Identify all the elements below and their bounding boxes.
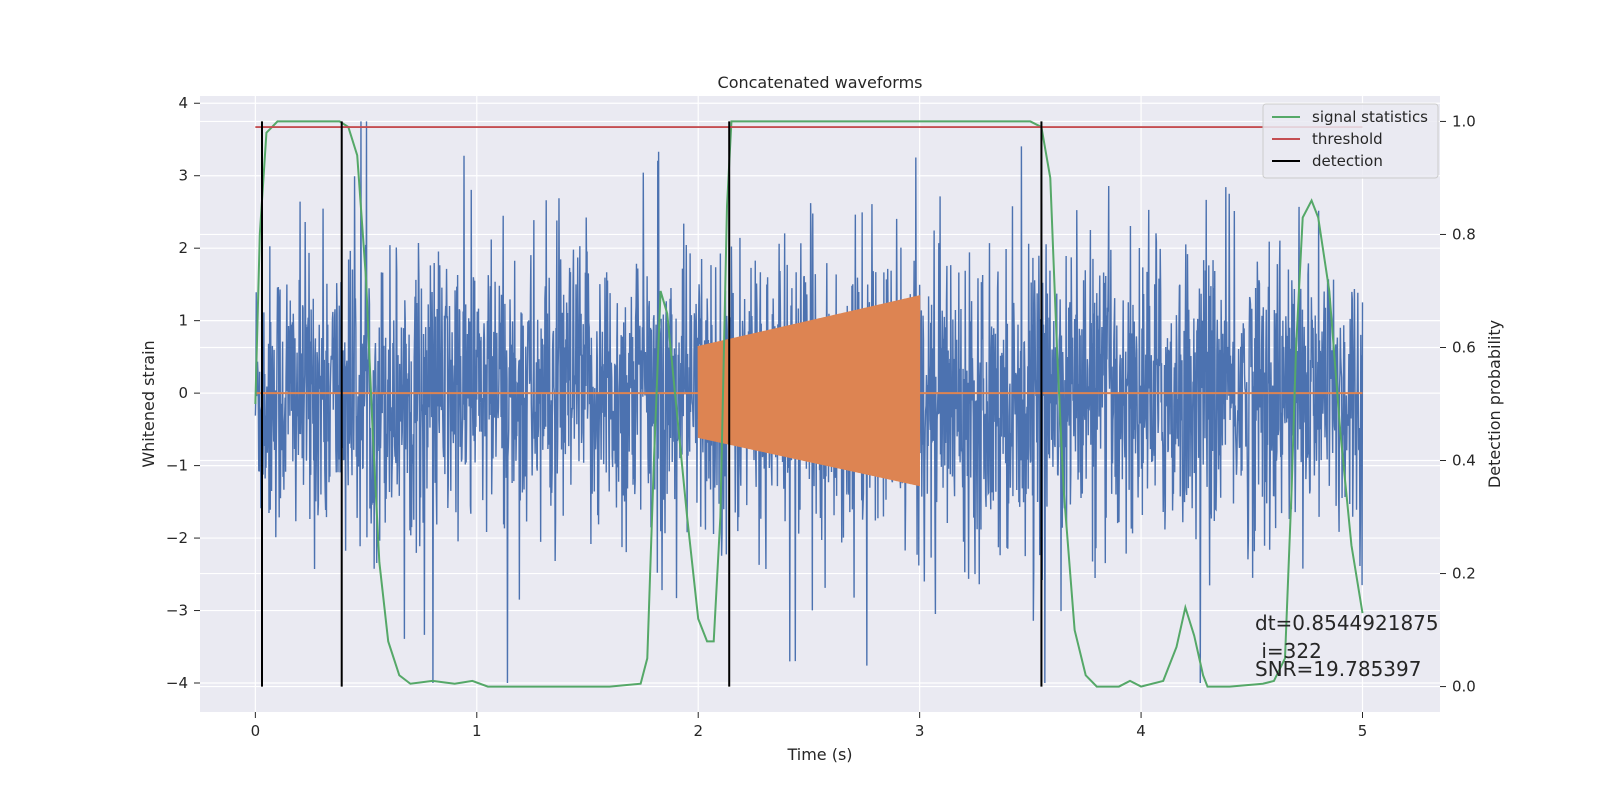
legend-label-detection: detection xyxy=(1312,152,1383,170)
y-tick-label: 0 xyxy=(178,384,188,402)
y2-axis-label: Detection probability xyxy=(1485,320,1504,488)
y-tick-label: 1 xyxy=(178,312,188,330)
y-tick-label: −3 xyxy=(166,602,188,620)
annotation-dt: dt=0.8544921875 xyxy=(1255,611,1439,635)
signal-statistics-line xyxy=(254,120,1364,688)
x-tick-label: 4 xyxy=(1136,722,1146,740)
legend-label-threshold: threshold xyxy=(1312,130,1383,148)
y-tick-label: −2 xyxy=(166,529,188,547)
y2-tick-label: 1.0 xyxy=(1452,112,1476,130)
legend-label-signal-statistics: signal statistics xyxy=(1312,108,1428,126)
x-tick-label: 1 xyxy=(472,722,482,740)
waveform-series xyxy=(255,295,1363,487)
legend: signal statistics threshold detection xyxy=(1262,103,1439,179)
annotation-index: i=322 xyxy=(1255,639,1322,663)
legend-box xyxy=(1262,103,1439,179)
y-tick-label: −1 xyxy=(166,457,188,475)
y2-tick-label: 0.4 xyxy=(1452,452,1476,470)
y2-tick-label: 0.6 xyxy=(1452,338,1476,356)
y-axis-label: Whitened strain xyxy=(139,340,158,467)
y2-tick-label: 0.8 xyxy=(1452,225,1476,243)
waveform-chirp xyxy=(697,295,921,487)
y-tick-label: 2 xyxy=(178,239,188,257)
x-tick-label: 5 xyxy=(1358,722,1368,740)
x-tick-label: 3 xyxy=(915,722,925,740)
y-tick-label: −4 xyxy=(166,674,188,692)
ticks: 0 1 2 3 4 5 −4 −3 −2 −1 0 1 2 3 4 0.0 0.2 0.4 0.6 0.8 1.0 xyxy=(166,94,1476,740)
y2-tick-label: 0.2 xyxy=(1452,565,1476,583)
y2-tick-label: 0.0 xyxy=(1452,678,1476,696)
x-tick-label: 0 xyxy=(251,722,261,740)
y-tick-label: 3 xyxy=(178,167,188,185)
series-layer xyxy=(254,120,1364,688)
y-tick-label: 4 xyxy=(178,94,188,112)
chart-title: Concatenated waveforms xyxy=(718,73,923,92)
annotation-snr: SNR=19.785397 xyxy=(1255,657,1421,681)
x-tick-label: 2 xyxy=(693,722,703,740)
x-axis-label: Time (s) xyxy=(786,745,852,764)
